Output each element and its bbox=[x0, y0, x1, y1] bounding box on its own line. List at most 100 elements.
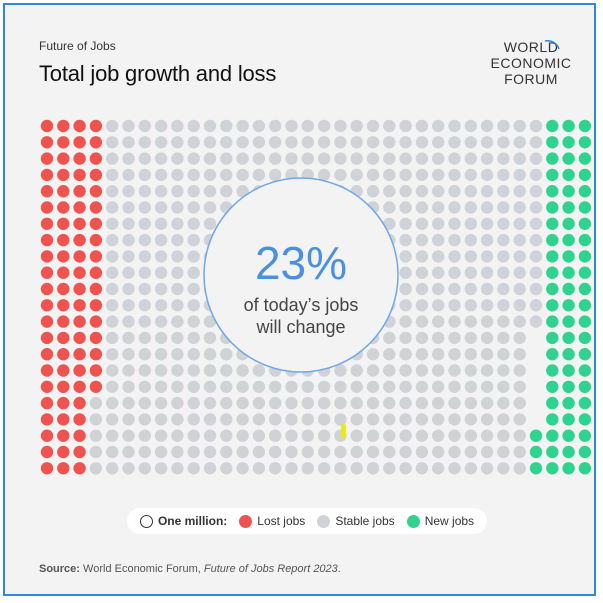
dot-stable bbox=[399, 315, 412, 328]
dot-stable bbox=[464, 152, 477, 165]
dot-stable bbox=[350, 413, 363, 426]
new-swatch bbox=[406, 514, 420, 528]
dot-stable bbox=[154, 185, 168, 198]
dot-stable bbox=[122, 429, 135, 442]
dot-stable bbox=[415, 413, 429, 426]
dot-stable bbox=[220, 168, 233, 182]
dot-stable bbox=[106, 380, 119, 393]
dot-stable bbox=[350, 396, 363, 410]
dot-stable bbox=[399, 136, 412, 149]
dot-stable bbox=[171, 380, 184, 393]
dot-lost bbox=[40, 380, 54, 393]
dot-stable bbox=[350, 429, 363, 442]
dot-stable bbox=[383, 152, 396, 165]
dot-new bbox=[529, 445, 543, 459]
dot-stable bbox=[220, 429, 233, 442]
dot-stable bbox=[122, 185, 135, 198]
dot-stable bbox=[415, 445, 429, 459]
dot-stable bbox=[529, 299, 543, 312]
source-text: World Economic Forum, bbox=[83, 563, 201, 575]
dot-stable bbox=[366, 136, 380, 149]
dot-stable bbox=[138, 201, 151, 214]
dot-stable bbox=[432, 380, 445, 393]
dot-lost bbox=[40, 299, 54, 312]
dot-new bbox=[546, 315, 559, 328]
dot-stable bbox=[366, 168, 380, 182]
dot-stable bbox=[513, 299, 526, 312]
dot-stable bbox=[106, 201, 119, 214]
dot-stable bbox=[285, 119, 298, 133]
dot-stable bbox=[317, 429, 331, 442]
dot-new bbox=[546, 152, 559, 165]
dot-new bbox=[578, 364, 592, 377]
dot-stable bbox=[399, 119, 412, 133]
dot-new bbox=[578, 462, 592, 475]
dot-stable bbox=[171, 185, 184, 198]
dot-stable bbox=[415, 217, 429, 230]
dot-stable bbox=[171, 119, 184, 133]
dot-lost bbox=[89, 331, 103, 345]
dot-stable bbox=[480, 168, 494, 182]
dot-stable bbox=[252, 364, 266, 377]
dot-new bbox=[562, 266, 575, 279]
chart-title: Total job growth and loss bbox=[39, 61, 277, 86]
dot-stable bbox=[529, 233, 543, 247]
dot-stable bbox=[301, 152, 314, 165]
dot-stable bbox=[301, 396, 314, 410]
dot-stable bbox=[383, 201, 396, 214]
dot-lost bbox=[40, 233, 54, 247]
dot-stable bbox=[269, 168, 282, 182]
dot-stable bbox=[464, 217, 477, 230]
dot-stable bbox=[366, 429, 380, 442]
dot-stable bbox=[415, 136, 429, 149]
dot-stable bbox=[269, 119, 282, 133]
callout-circle bbox=[203, 177, 399, 373]
dot-stable bbox=[334, 396, 347, 410]
chart-kicker: Future of Jobs bbox=[39, 39, 116, 53]
dot-stable bbox=[480, 331, 494, 345]
dot-stable bbox=[138, 233, 151, 247]
dot-stable bbox=[154, 152, 168, 165]
dot-stable bbox=[89, 429, 103, 442]
dot-stable bbox=[334, 445, 347, 459]
dot-lost bbox=[40, 136, 54, 149]
dot-stable bbox=[187, 413, 200, 426]
dot-stable bbox=[106, 233, 119, 247]
dot-stable bbox=[236, 168, 249, 182]
dot-lost bbox=[57, 445, 70, 459]
dot-new bbox=[546, 185, 559, 198]
dot-stable bbox=[171, 315, 184, 328]
dot-stable bbox=[464, 445, 477, 459]
dot-lost bbox=[89, 266, 103, 279]
dot-stable bbox=[448, 429, 461, 442]
dot-stable bbox=[480, 299, 494, 312]
dot-lost bbox=[57, 250, 70, 263]
dot-stable bbox=[317, 152, 331, 165]
dot-stable bbox=[529, 168, 543, 182]
dot-lost bbox=[73, 119, 86, 133]
dot-stable bbox=[366, 348, 380, 361]
dot-stable bbox=[138, 168, 151, 182]
dot-stable bbox=[415, 152, 429, 165]
dot-lost bbox=[57, 429, 70, 442]
dot-stable bbox=[415, 168, 429, 182]
dot-new bbox=[562, 250, 575, 263]
dot-stable bbox=[497, 136, 510, 149]
dot-new bbox=[562, 348, 575, 361]
dot-lost bbox=[57, 462, 70, 475]
dot-stable bbox=[220, 185, 233, 198]
dot-stable bbox=[154, 119, 168, 133]
dot-stable bbox=[448, 462, 461, 475]
dot-stable bbox=[334, 364, 347, 377]
dot-new bbox=[578, 119, 592, 133]
dot-stable bbox=[334, 152, 347, 165]
dot-new bbox=[578, 201, 592, 214]
dot-stable bbox=[448, 201, 461, 214]
dot-stable bbox=[187, 315, 200, 328]
dot-stable bbox=[432, 462, 445, 475]
dot-stable bbox=[415, 233, 429, 247]
dot-lost bbox=[89, 380, 103, 393]
dot-stable bbox=[383, 396, 396, 410]
dot-stable bbox=[138, 462, 151, 475]
dot-stable bbox=[154, 250, 168, 263]
